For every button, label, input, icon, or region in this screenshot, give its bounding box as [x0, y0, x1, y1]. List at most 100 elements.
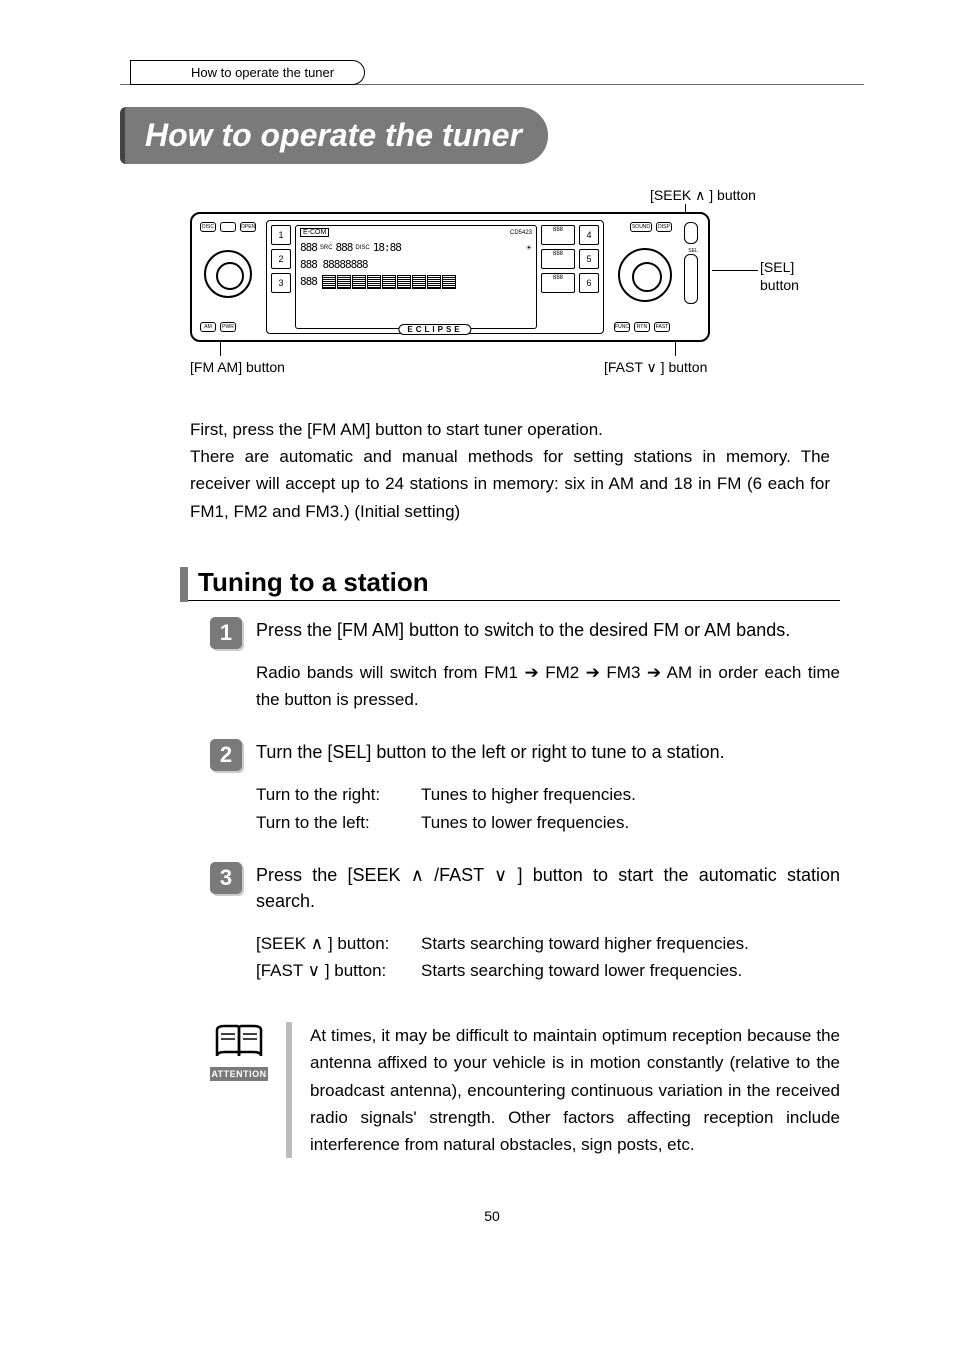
- bar: [322, 275, 336, 289]
- seg-display: 888: [300, 241, 317, 254]
- row-label: [FAST ∨ ] button:: [256, 957, 421, 984]
- header-tab: How to operate the tuner: [130, 60, 365, 85]
- row-value: Starts searching toward higher frequenci…: [421, 930, 749, 957]
- attention-separator: [286, 1022, 292, 1158]
- top-buttons-left: DISC OPEN: [200, 222, 256, 232]
- attention-label: ATTENTION: [210, 1067, 268, 1081]
- device-illustration: DISC OPEN AM PWR 1 2 3 E-COM: [190, 212, 710, 342]
- step-number: 3: [210, 862, 242, 894]
- diagram-area: [SEEK ∧ ] button [SEL] button [FM AM] bu…: [120, 186, 840, 386]
- preset-5: 5: [579, 249, 599, 269]
- step-3: 3 Press the [SEEK ∧ /FAST ∨ ] button to …: [210, 862, 840, 1003]
- disc-btn: DISC: [200, 222, 216, 232]
- am-btn: AM: [200, 322, 216, 332]
- page-root: How to operate the tuner How to operate …: [0, 0, 954, 1264]
- step-number: 2: [210, 739, 242, 771]
- section-bar: [180, 567, 188, 602]
- seg-display-5: 888: [300, 275, 317, 289]
- seg-display-2: 888: [336, 241, 353, 254]
- side-box: 888: [541, 249, 575, 269]
- preset-4: 4: [579, 225, 599, 245]
- bar: [382, 275, 396, 289]
- side-box: 888: [541, 225, 575, 245]
- seg-display-3: 18:88: [373, 241, 401, 254]
- bar: [442, 275, 456, 289]
- sound-btn: SOUND: [630, 222, 652, 232]
- side-panel: [684, 254, 698, 304]
- screen-mid-row: 888 SRC 888 DISC 18:88 ☀: [296, 239, 536, 256]
- bottom-buttons-right: FUNC RTN FAST: [614, 322, 670, 332]
- preset-1: 1: [271, 225, 291, 245]
- page-number: 50: [120, 1208, 864, 1224]
- sun-icon: ☀: [526, 244, 532, 252]
- device-middle: 1 2 3 E-COM CD5423 888 SRC 888 DISC 18:8…: [266, 220, 604, 334]
- preset-6: 6: [579, 273, 599, 293]
- intro-text: First, press the [FM AM] button to start…: [190, 416, 830, 525]
- callout-fast: [FAST ∨ ] button: [604, 358, 707, 376]
- attention-text: At times, it may be difficult to maintai…: [310, 1022, 840, 1158]
- table-row: [FAST ∨ ] button: Starts searching towar…: [256, 957, 840, 984]
- preset-col-right: 4 5 6: [579, 225, 599, 329]
- steps-list: 1 Press the [FM AM] button to switch to …: [210, 617, 840, 1003]
- section-title: Tuning to a station: [198, 567, 840, 602]
- callout-line: [712, 270, 758, 271]
- seg-display-4: 888 88888888: [300, 258, 367, 271]
- screen-top-row: E-COM CD5423: [296, 226, 536, 239]
- step-head: Press the [FM AM] button to switch to th…: [256, 617, 840, 643]
- step-2: 2 Turn the [SEL] button to the left or r…: [210, 739, 840, 853]
- disc-label: DISC: [355, 245, 369, 251]
- row-value: Tunes to lower frequencies.: [421, 809, 629, 836]
- volume-knob: [204, 250, 252, 298]
- step-head: Turn the [SEL] button to the left or rig…: [256, 739, 840, 765]
- attention-icon-wrap: ATTENTION: [210, 1022, 268, 1081]
- pwr-btn: PWR: [220, 322, 236, 332]
- bar: [352, 275, 366, 289]
- bar: [412, 275, 426, 289]
- step-number: 1: [210, 617, 242, 649]
- row-value: Tunes to higher frequencies.: [421, 781, 636, 808]
- attention-block: ATTENTION At times, it may be difficult …: [210, 1022, 840, 1158]
- econ-btn: [220, 222, 236, 232]
- device-left: DISC OPEN AM PWR: [198, 220, 260, 334]
- spectrum-bars: 888: [296, 273, 536, 291]
- section-title-wrap: Tuning to a station: [180, 567, 840, 602]
- step-body: Press the [SEEK ∧ /FAST ∨ ] button to st…: [256, 862, 840, 1003]
- callout-fmam: [FM AM] button: [190, 358, 285, 376]
- bar: [367, 275, 381, 289]
- bar: [427, 275, 441, 289]
- preset-col-left: 1 2 3: [271, 225, 291, 329]
- preset-2: 2: [271, 249, 291, 269]
- row-label: [SEEK ∧ ] button:: [256, 930, 421, 957]
- right-side-arrows: SEL: [684, 222, 702, 342]
- side-col: 888 888 888: [541, 225, 575, 329]
- table-row: [SEEK ∧ ] button: Starts searching towar…: [256, 930, 840, 957]
- header-area: How to operate the tuner: [120, 60, 864, 85]
- callout-sel: [SEL] button: [760, 258, 799, 294]
- disp-btn: DISP: [656, 222, 672, 232]
- step-1: 1 Press the [FM AM] button to switch to …: [210, 617, 840, 731]
- bar: [397, 275, 411, 289]
- main-title: How to operate the tuner: [120, 107, 548, 164]
- fast-btn: FAST: [654, 322, 670, 332]
- model-label: CD5423: [510, 230, 532, 236]
- step-table: [SEEK ∧ ] button: Starts searching towar…: [256, 930, 840, 984]
- step-table: Turn to the right: Tunes to higher frequ…: [256, 781, 840, 835]
- title-wrap: How to operate the tuner: [120, 107, 864, 164]
- preset-3: 3: [271, 273, 291, 293]
- top-buttons-right: SOUND DISP: [630, 222, 672, 232]
- sel-label: SEL: [684, 248, 702, 254]
- device-right: SOUND DISP SEL FUNC RTN FAST: [610, 220, 702, 334]
- step-body: Turn the [SEL] button to the left or rig…: [256, 739, 840, 853]
- sel-knob: [618, 248, 672, 302]
- func-btn: FUNC: [614, 322, 630, 332]
- step-sub: Radio bands will switch from FM1 ➔ FM2 ➔…: [256, 659, 840, 713]
- step-head: Press the [SEEK ∧ /FAST ∨ ] button to st…: [256, 862, 840, 914]
- brand-label: ECLIPSE: [398, 324, 471, 335]
- bottom-buttons-left: AM PWR: [200, 322, 236, 332]
- ecom-indicator: E-COM: [300, 228, 329, 237]
- row-label: Turn to the left:: [256, 809, 421, 836]
- lcd-screen: E-COM CD5423 888 SRC 888 DISC 18:88 ☀ 88…: [295, 225, 537, 329]
- src-label: SRC: [320, 245, 333, 251]
- callout-seek: [SEEK ∧ ] button: [650, 186, 756, 204]
- bar: [337, 275, 351, 289]
